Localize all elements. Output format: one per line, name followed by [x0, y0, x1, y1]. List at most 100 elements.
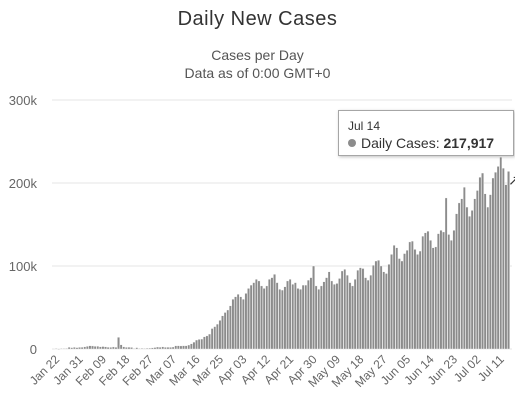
bar[interactable]: [109, 347, 113, 350]
bar[interactable]: [135, 347, 139, 350]
bar[interactable]: [333, 284, 336, 350]
bar[interactable]: [286, 280, 289, 350]
bar[interactable]: [187, 344, 191, 350]
bar[interactable]: [281, 289, 284, 350]
bar[interactable]: [348, 282, 352, 350]
bar[interactable]: [439, 230, 443, 350]
bar[interactable]: [252, 282, 256, 350]
bar[interactable]: [169, 347, 172, 350]
bar[interactable]: [192, 341, 196, 350]
bar[interactable]: [359, 267, 362, 350]
bar[interactable]: [270, 277, 274, 350]
bar[interactable]: [91, 345, 94, 350]
bar[interactable]: [218, 320, 222, 350]
bar[interactable]: [361, 268, 365, 350]
bar[interactable]: [502, 167, 505, 350]
bar[interactable]: [83, 346, 87, 350]
bar[interactable]: [101, 346, 105, 350]
bar[interactable]: [57, 348, 61, 350]
bar[interactable]: [283, 286, 287, 350]
bar[interactable]: [208, 333, 211, 350]
bar[interactable]: [106, 347, 110, 350]
bar[interactable]: [366, 279, 370, 350]
bar[interactable]: [164, 347, 167, 350]
bar[interactable]: [429, 240, 432, 350]
bar[interactable]: [73, 347, 76, 350]
bar[interactable]: [119, 344, 123, 350]
bar[interactable]: [70, 347, 74, 350]
bar[interactable]: [421, 235, 425, 350]
bar[interactable]: [242, 299, 245, 350]
bar[interactable]: [468, 216, 471, 350]
bar[interactable]: [262, 288, 266, 350]
bar[interactable]: [93, 346, 97, 350]
bar[interactable]: [145, 347, 149, 350]
bar[interactable]: [210, 328, 214, 350]
bar[interactable]: [223, 312, 227, 350]
bar[interactable]: [483, 193, 487, 350]
bar[interactable]: [387, 264, 391, 350]
bar[interactable]: [496, 166, 500, 350]
bar[interactable]: [304, 284, 308, 350]
bar[interactable]: [400, 260, 404, 350]
bar[interactable]: [405, 250, 409, 350]
bar[interactable]: [117, 337, 120, 350]
bar[interactable]: [486, 206, 490, 350]
bar[interactable]: [444, 197, 448, 350]
bar[interactable]: [184, 345, 188, 350]
bar[interactable]: [236, 294, 240, 350]
bar[interactable]: [54, 348, 58, 350]
bar[interactable]: [463, 186, 466, 350]
bar[interactable]: [138, 348, 141, 350]
bar[interactable]: [491, 177, 495, 350]
bar[interactable]: [122, 346, 126, 350]
bar[interactable]: [231, 299, 235, 350]
bar[interactable]: [504, 184, 508, 350]
bar[interactable]: [325, 277, 328, 350]
bar[interactable]: [153, 347, 157, 350]
bar[interactable]: [369, 274, 373, 350]
bar[interactable]: [450, 240, 453, 350]
bar[interactable]: [507, 171, 510, 350]
bar[interactable]: [343, 269, 347, 350]
bar[interactable]: [457, 202, 461, 350]
bar[interactable]: [340, 270, 344, 350]
bar[interactable]: [346, 274, 349, 350]
bar[interactable]: [234, 296, 237, 350]
bar[interactable]: [312, 265, 315, 350]
bar[interactable]: [416, 254, 419, 350]
bar[interactable]: [442, 231, 445, 350]
bar[interactable]: [403, 253, 406, 350]
bar[interactable]: [86, 346, 89, 350]
bar[interactable]: [335, 283, 339, 350]
bar[interactable]: [288, 279, 292, 350]
bar[interactable]: [213, 326, 217, 350]
bar[interactable]: [364, 277, 367, 350]
bar[interactable]: [143, 348, 146, 350]
bar[interactable]: [114, 347, 118, 350]
bar[interactable]: [216, 323, 219, 350]
bar[interactable]: [455, 213, 458, 350]
bar[interactable]: [65, 348, 68, 350]
bar[interactable]: [190, 343, 193, 350]
bar[interactable]: [62, 348, 66, 350]
bar[interactable]: [244, 293, 248, 350]
bar[interactable]: [353, 279, 357, 350]
bar[interactable]: [424, 232, 427, 350]
bar[interactable]: [156, 346, 159, 350]
bar[interactable]: [171, 346, 175, 350]
bar[interactable]: [247, 288, 250, 350]
bar[interactable]: [426, 230, 430, 350]
bar[interactable]: [385, 273, 388, 350]
bar[interactable]: [197, 339, 201, 350]
bar[interactable]: [195, 339, 198, 350]
bar[interactable]: [452, 230, 456, 350]
bar[interactable]: [379, 265, 383, 350]
bar[interactable]: [60, 348, 63, 350]
bar[interactable]: [494, 172, 497, 350]
bar[interactable]: [104, 346, 107, 350]
bar[interactable]: [377, 260, 380, 350]
bar[interactable]: [447, 234, 451, 350]
bar[interactable]: [130, 347, 133, 350]
bar[interactable]: [291, 284, 295, 350]
